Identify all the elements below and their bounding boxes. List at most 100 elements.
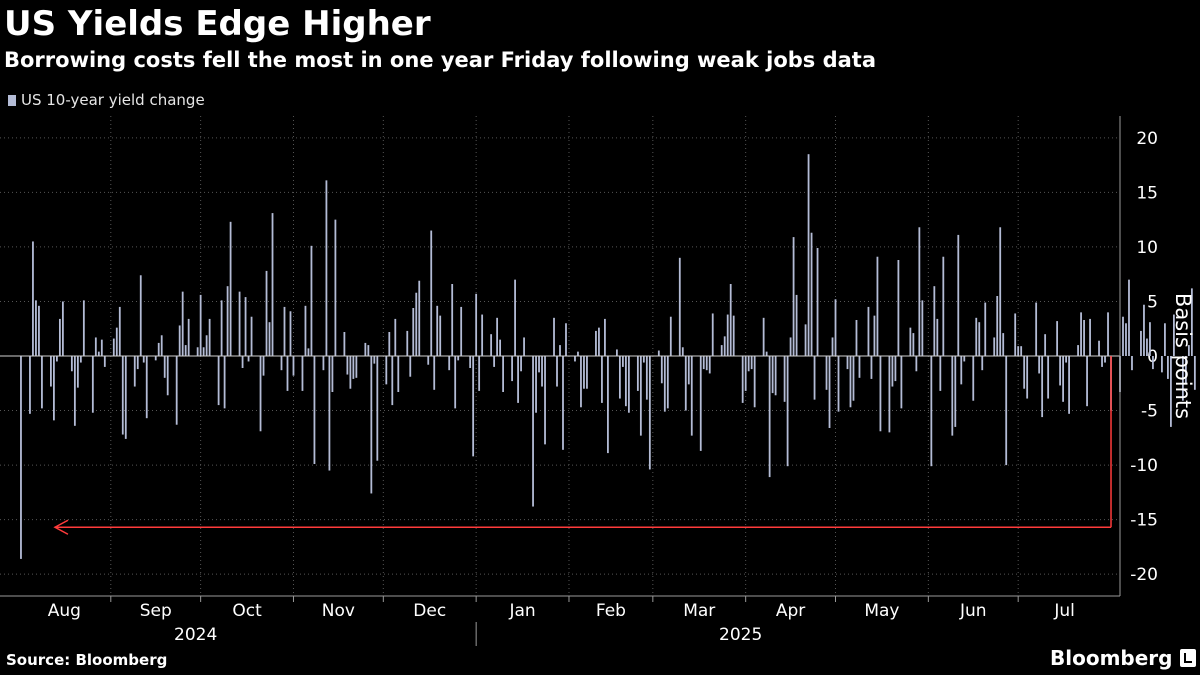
year-label: 2025 <box>719 625 762 645</box>
bar <box>394 318 397 356</box>
bar <box>963 356 966 362</box>
bar <box>834 299 837 356</box>
bar <box>1173 314 1175 356</box>
bar <box>783 356 786 402</box>
bar <box>436 305 439 356</box>
bar <box>636 356 639 391</box>
bar <box>642 356 645 363</box>
bar <box>469 356 472 368</box>
bar <box>457 356 460 361</box>
bar <box>1143 304 1145 356</box>
bar <box>690 356 693 436</box>
bar <box>349 356 352 389</box>
annotation-arrowhead <box>53 519 69 535</box>
bar <box>1107 312 1109 356</box>
bar <box>708 356 711 374</box>
bar <box>999 227 1002 356</box>
bar <box>837 356 840 412</box>
bar <box>220 300 223 356</box>
bar <box>915 356 918 372</box>
bar <box>76 356 79 388</box>
bar <box>328 356 331 471</box>
bar <box>91 356 94 413</box>
bar <box>1152 356 1154 370</box>
bar <box>157 342 160 356</box>
bar <box>250 316 253 356</box>
bar <box>900 356 903 409</box>
bar <box>271 213 274 356</box>
bar <box>1005 356 1008 466</box>
bar <box>954 356 957 427</box>
bar <box>241 356 244 368</box>
bar <box>804 324 807 356</box>
y-tick-label: 5 <box>1147 292 1158 312</box>
bar <box>511 356 513 382</box>
bar <box>262 356 265 376</box>
bar <box>876 256 879 356</box>
x-tick-label: Oct <box>232 601 262 621</box>
x-tick-label: Mar <box>683 601 715 621</box>
bar <box>82 300 85 356</box>
bar <box>771 356 774 394</box>
bar <box>792 237 795 356</box>
bar <box>112 338 115 356</box>
bar <box>699 356 702 451</box>
bar <box>741 356 744 403</box>
bar <box>1056 321 1059 356</box>
bar <box>996 296 999 356</box>
bar <box>870 356 873 379</box>
bar <box>598 327 600 356</box>
bar <box>136 356 139 370</box>
bar <box>687 356 690 385</box>
bar <box>29 356 31 414</box>
bar <box>406 330 409 356</box>
bar <box>307 348 310 356</box>
bar <box>681 347 684 356</box>
bar <box>418 280 421 356</box>
bar <box>852 356 855 401</box>
bar <box>1104 356 1106 363</box>
bar <box>451 284 454 356</box>
bar <box>601 356 603 403</box>
bar <box>1065 356 1067 363</box>
bar <box>187 318 190 356</box>
bar <box>849 356 852 408</box>
x-tick-label: Sep <box>140 601 172 621</box>
brand-logo: Bloomberg <box>1050 646 1197 670</box>
bar <box>133 356 136 387</box>
bar <box>702 356 705 370</box>
bar <box>583 356 585 389</box>
bar <box>1181 356 1184 401</box>
x-tick-label: May <box>864 601 899 621</box>
bar <box>289 311 292 356</box>
bar <box>103 356 106 367</box>
bar <box>930 356 933 467</box>
bar <box>1193 356 1196 390</box>
bar <box>481 314 484 356</box>
bar <box>301 356 304 391</box>
bar <box>58 318 61 356</box>
bar <box>897 260 900 356</box>
bar <box>666 356 669 409</box>
bar <box>1083 320 1085 356</box>
bar <box>711 313 714 356</box>
bar <box>786 356 789 467</box>
y-tick-label: -15 <box>1130 511 1158 531</box>
bar <box>184 345 187 356</box>
bar <box>1062 356 1065 402</box>
bar <box>891 356 894 387</box>
bar <box>586 356 588 389</box>
bar <box>768 356 771 478</box>
bar <box>79 356 82 363</box>
bar <box>565 323 567 356</box>
bar <box>121 356 124 435</box>
y-tick-label: -5 <box>1141 402 1158 422</box>
bar <box>166 356 169 396</box>
bar <box>828 356 831 428</box>
bar <box>993 337 996 356</box>
bar <box>310 245 313 356</box>
bar <box>352 356 355 379</box>
bar <box>97 351 100 356</box>
bar <box>439 315 442 356</box>
bar <box>244 297 247 356</box>
